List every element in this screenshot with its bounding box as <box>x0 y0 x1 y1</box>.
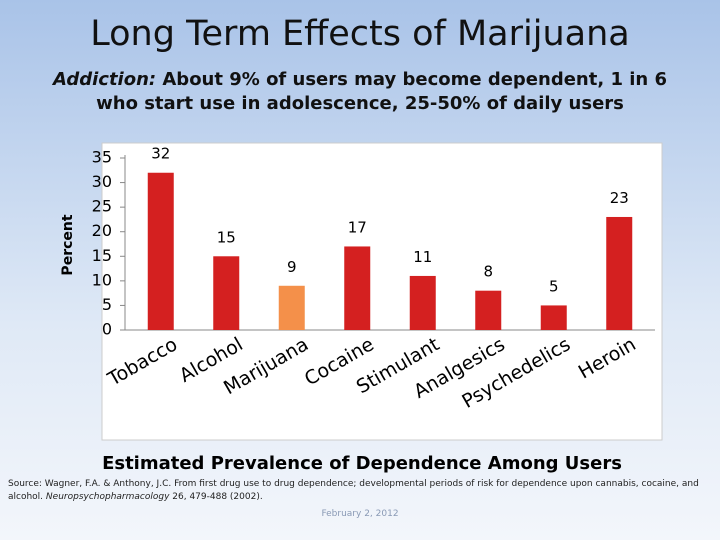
y-tick-label: 5 <box>102 295 112 314</box>
source-journal: Neuropsychopharmacology <box>45 492 170 502</box>
source-text: 26, 479-488 (2002). <box>172 492 263 502</box>
bar <box>147 172 174 330</box>
subtitle: Addiction: About 9% of users may become … <box>40 68 680 116</box>
caption: Estimated Prevalence of Dependence Among… <box>102 453 622 474</box>
bar <box>540 305 567 330</box>
plot-box <box>101 142 663 441</box>
subtitle-lead: Addiction: <box>52 69 157 90</box>
value-label: 11 <box>413 248 432 266</box>
bar <box>278 285 305 330</box>
y-tick-label: 25 <box>92 197 112 216</box>
bar <box>475 290 502 330</box>
y-tick-label: 20 <box>92 221 112 240</box>
y-axis-label: Percent <box>60 214 76 275</box>
y-tick-label: 15 <box>92 246 112 265</box>
value-label: 8 <box>483 263 493 281</box>
value-label: 32 <box>151 145 170 163</box>
value-label: 23 <box>610 189 629 207</box>
bar <box>606 216 633 330</box>
y-tick-label: 10 <box>92 270 112 289</box>
y-tick-label: 35 <box>92 148 112 167</box>
source: Source: Wagner, F.A. & Anthony, J.C. Fro… <box>8 478 708 504</box>
slide-title: Long Term Effects of Marijuana <box>90 14 630 54</box>
bar <box>344 246 371 330</box>
y-tick-label: 30 <box>92 172 112 191</box>
y-tick-label: 0 <box>102 320 112 339</box>
value-label: 9 <box>287 258 297 276</box>
value-label: 17 <box>348 218 367 236</box>
value-label: 5 <box>549 277 559 295</box>
subtitle-text: About 9% of users may become dependent, … <box>96 69 668 114</box>
bar <box>409 275 436 330</box>
bar <box>213 256 240 330</box>
source-text: Source: Wagner, F.A. & Anthony, J.C. Fro… <box>8 479 699 502</box>
value-label: 15 <box>217 228 236 246</box>
date: February 2, 2012 <box>321 509 399 519</box>
